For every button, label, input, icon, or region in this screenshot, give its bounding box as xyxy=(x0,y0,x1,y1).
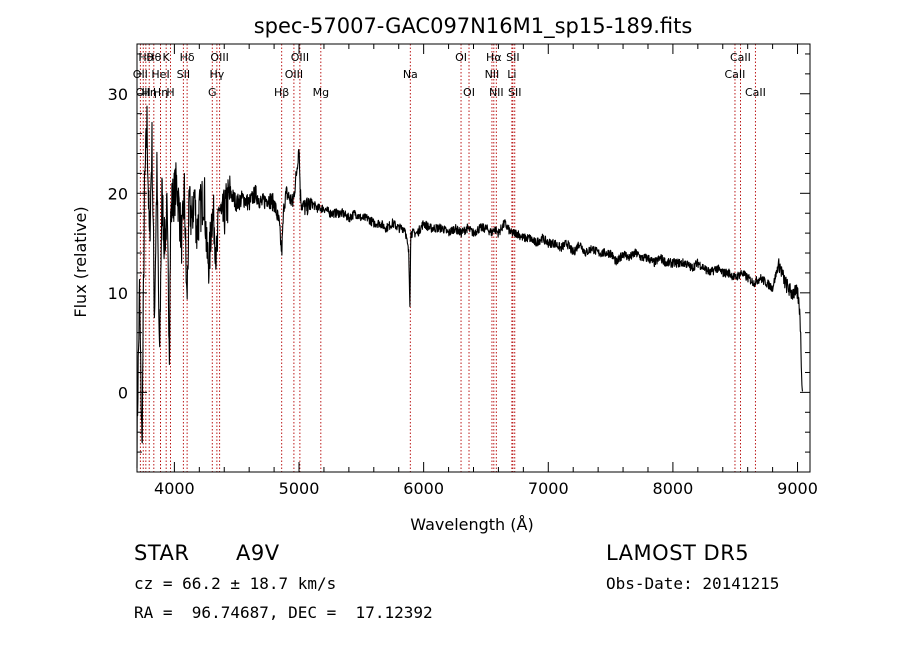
x-tick-label: 5000 xyxy=(279,479,320,498)
line-label: NII xyxy=(485,68,500,81)
line-label: SII xyxy=(506,51,519,64)
line-label: HeI xyxy=(151,68,169,81)
line-label: Hη xyxy=(153,86,168,99)
line-label: OIII xyxy=(210,51,228,64)
line-label: Hγ xyxy=(209,68,224,81)
y-axis-label: Flux (relative) xyxy=(71,206,90,317)
line-label: OIII xyxy=(285,68,303,81)
line-label: H xyxy=(166,86,174,99)
x-tick-label: 4000 xyxy=(154,479,195,498)
line-label: OIII xyxy=(291,51,309,64)
chart-title: spec-57007-GAC097N16M1_sp15-189.fits xyxy=(254,14,693,39)
line-label: Hδ xyxy=(180,51,195,64)
y-tick-label: 30 xyxy=(108,85,128,104)
coordinates: RA = 96.74687, DEC = 17.12392 xyxy=(134,603,433,622)
y-tick-label: 0 xyxy=(118,383,128,402)
x-axis-label: Wavelength (Å) xyxy=(410,515,533,534)
plot-frame xyxy=(136,43,811,473)
line-label: G xyxy=(208,86,217,99)
y-tick-label: 10 xyxy=(108,284,128,303)
plot-area: 4000 5000 6000 7000 8000 90000102030OIIOIIHθH… xyxy=(108,43,818,498)
line-label: Hη xyxy=(142,86,157,99)
line-label: Hθ xyxy=(146,51,161,64)
line-label: Mg xyxy=(313,86,329,99)
line-label: Li xyxy=(507,68,516,81)
spectrum-line xyxy=(136,105,804,469)
line-label: CaII xyxy=(725,68,746,81)
line-label: SII xyxy=(508,86,521,99)
object-class: STAR xyxy=(134,541,190,565)
line-label: OII xyxy=(133,68,148,81)
line-label: SII xyxy=(177,68,190,81)
line-label: OI xyxy=(455,51,467,64)
line-label: Hα xyxy=(486,51,502,64)
line-label: NII xyxy=(489,86,504,99)
redshift-text: cz = 66.2 ± 18.7 km/s xyxy=(134,574,337,593)
obs-date: Obs-Date: 20141215 xyxy=(606,574,780,593)
line-label: Hβ xyxy=(274,86,289,99)
survey-name: LAMOST DR5 xyxy=(606,541,750,565)
line-label: OII xyxy=(136,86,151,99)
line-label: CaII xyxy=(745,86,766,99)
line-label: Hθ xyxy=(138,51,153,64)
y-tick-label: 20 xyxy=(108,184,128,203)
x-tick-label: 6000 xyxy=(403,479,444,498)
spectral-subclass: A9V xyxy=(236,541,280,565)
line-label: CaII xyxy=(730,51,751,64)
x-tick-label: 8000 xyxy=(653,479,694,498)
line-label: Na xyxy=(403,68,418,81)
line-label: K xyxy=(163,51,171,64)
x-tick-label: 9000 xyxy=(777,479,818,498)
x-tick-label: 7000 xyxy=(528,479,569,498)
line-label: OI xyxy=(463,86,475,99)
